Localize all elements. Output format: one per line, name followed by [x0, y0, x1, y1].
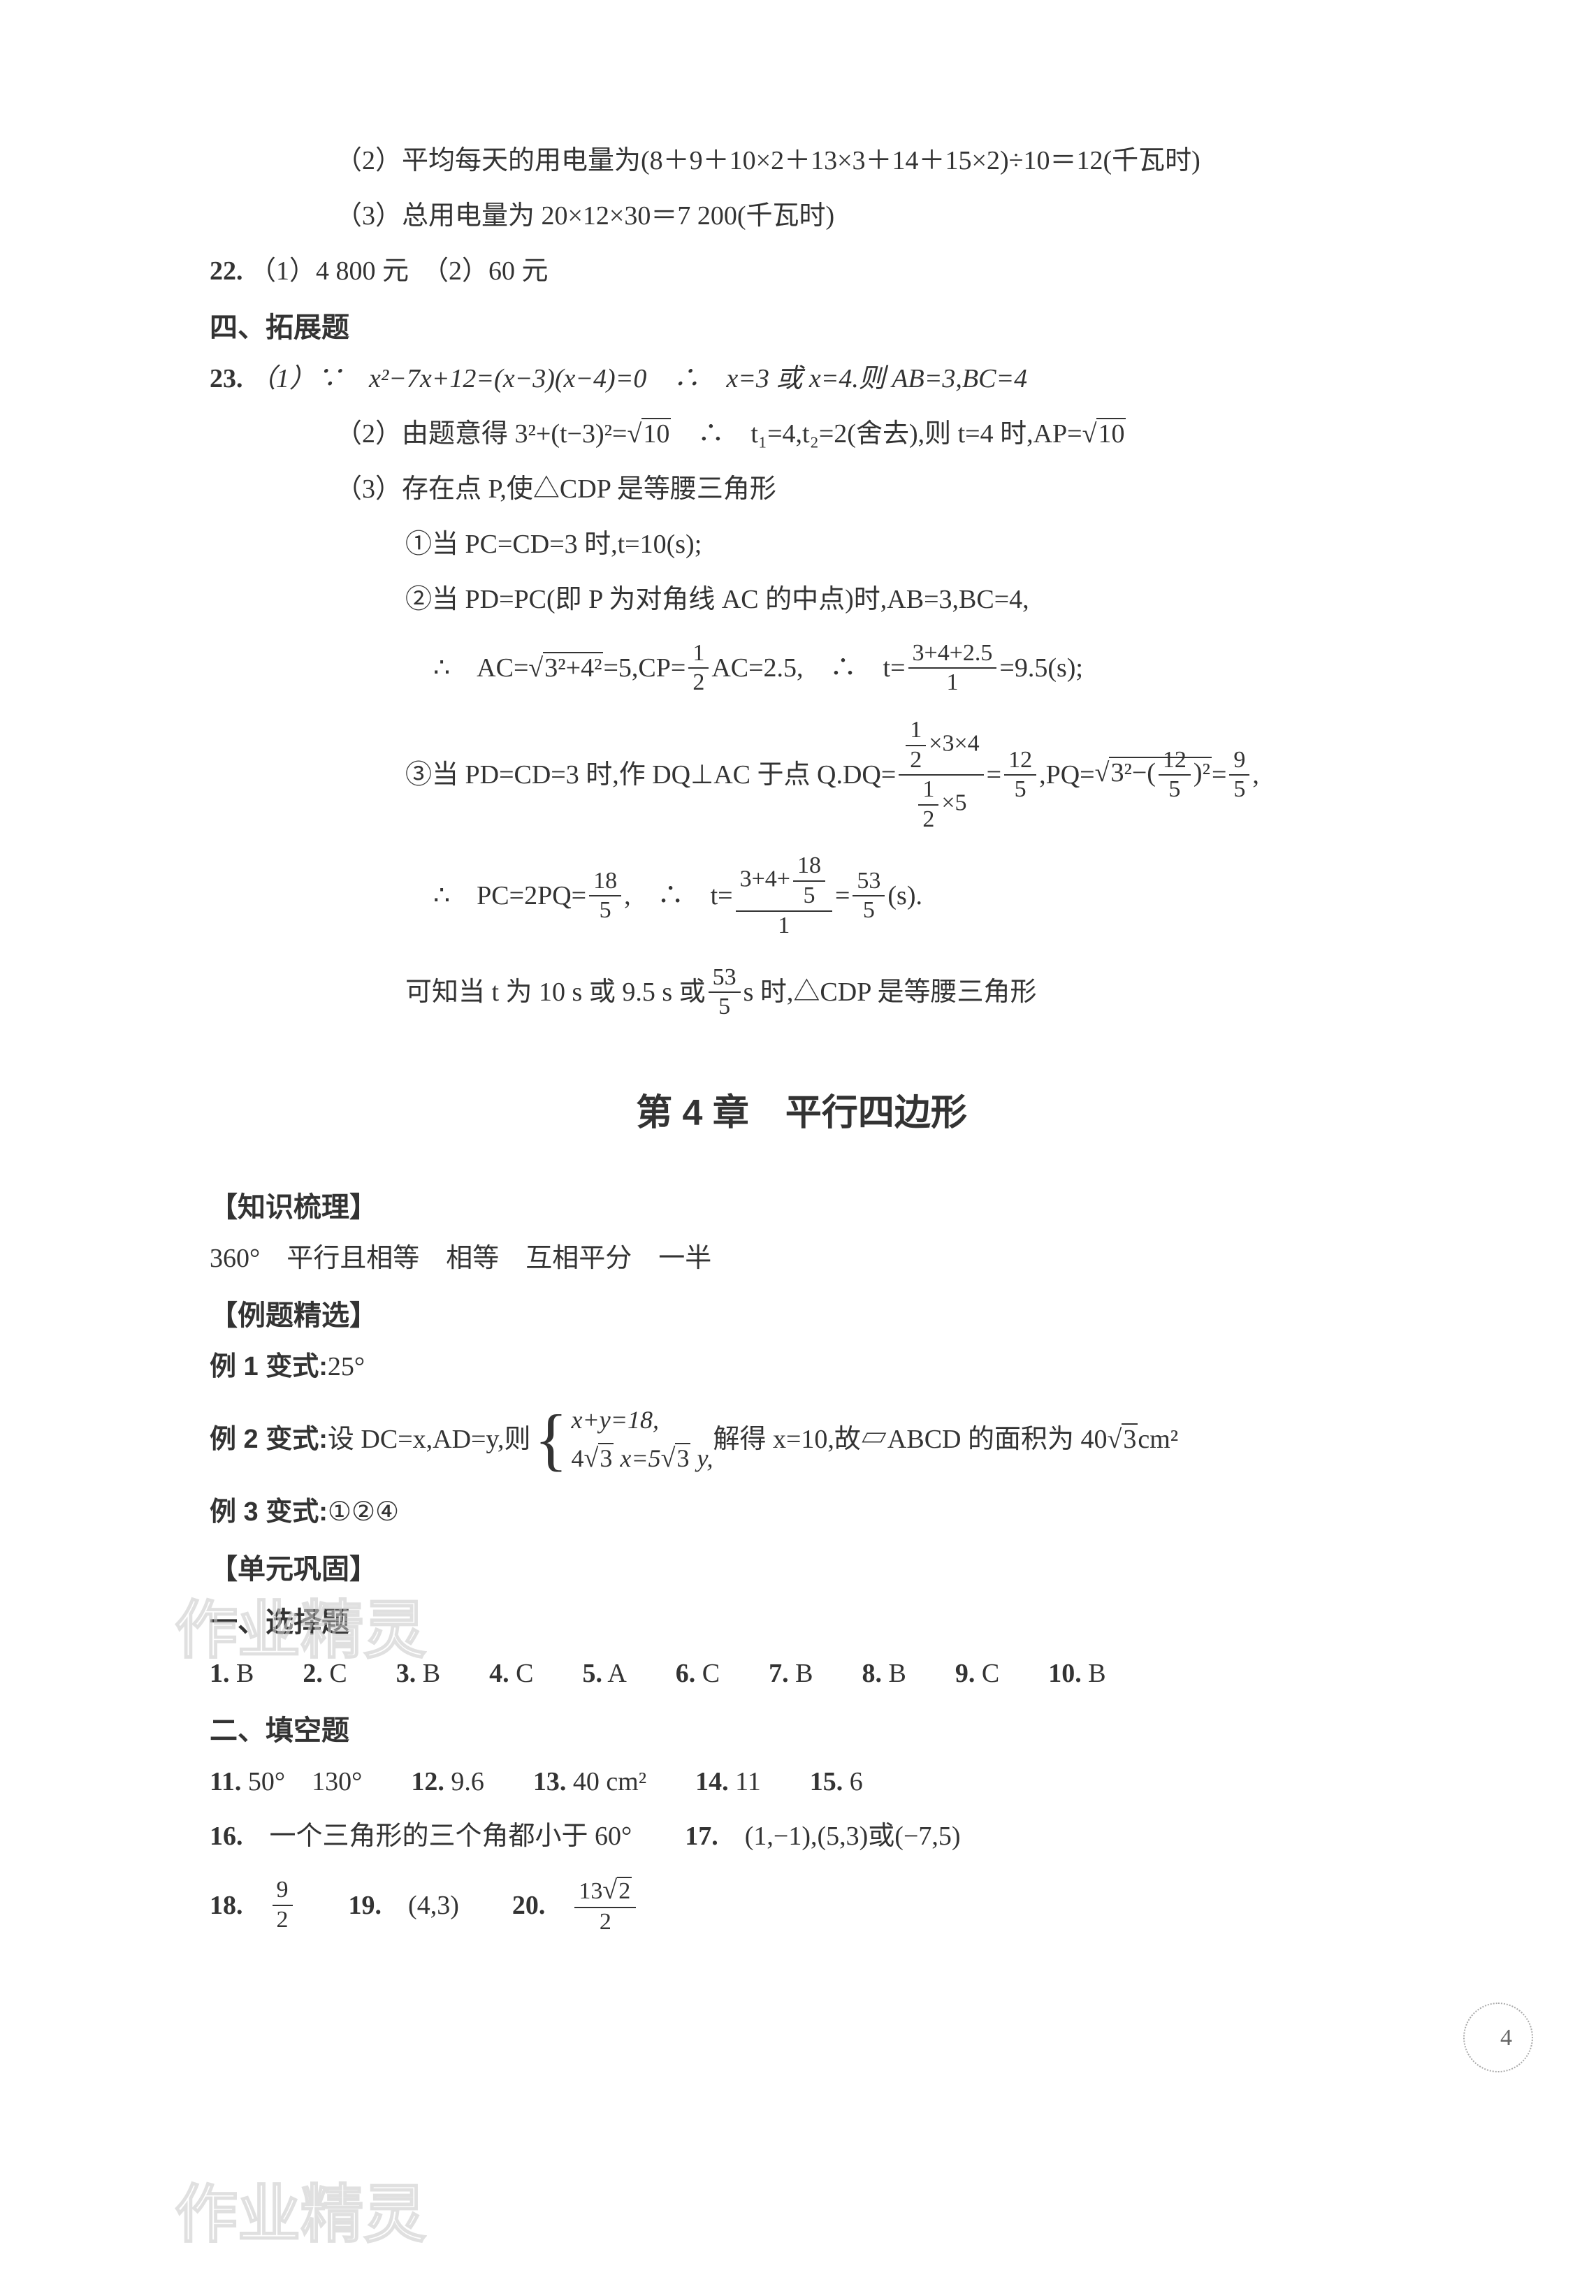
line-q3: （3）总用电量为 20×12×30＝7 200(千瓦时) — [210, 195, 1393, 238]
mc-item: 9. C — [955, 1652, 999, 1695]
fb-item: 11. 50° 130° — [210, 1761, 362, 1803]
q23-3-5: 可知当 t 为 10 s 或 9.5 s 或535 s 时,△CDP 是等腰三角… — [210, 957, 1393, 1027]
fb-row3: 18. 92 19. (4,3) 20. 1322 — [210, 1870, 1393, 1940]
mc-item: 6. C — [676, 1652, 720, 1695]
q22: 22. （1）4 800 元 （2）60 元 — [210, 250, 1393, 293]
knowledge-text: 360° 平行且相等 相等 互相平分 一半 — [210, 1237, 1393, 1280]
mc-item: 8. B — [862, 1652, 906, 1695]
mc-item: 7. B — [769, 1652, 813, 1695]
fb-row2: 16. 一个三角形的三个角都小于 60° 17. (1,−1),(5,3)或(−… — [210, 1815, 1393, 1858]
mc-item: 10. B — [1048, 1652, 1105, 1695]
fb-row1: 11. 50° 130° 12. 9.6 13. 40 cm² 14. 11 15. 6 — [210, 1761, 1393, 1803]
fb-item: 14. 11 — [695, 1761, 761, 1803]
ex3: 例 3 变式:①②④ — [210, 1491, 1393, 1534]
sec-examples: 【例题精选】 — [210, 1293, 1393, 1333]
ex1: 例 1 变式:25° — [210, 1346, 1393, 1388]
fb-item: 15. 6 — [810, 1761, 863, 1803]
chapter-title: 第 4 章 平行四边形 — [210, 1083, 1393, 1135]
mc-item: 4. C — [489, 1652, 533, 1695]
page-number: 4 — [1500, 2025, 1512, 2051]
line-q2: （2）平均每天的用电量为(8＋9＋10×2＋13×3＋14＋15×2)÷10＝1… — [210, 140, 1393, 182]
page-circle — [1463, 2003, 1533, 2072]
mc-item: 5. A — [582, 1652, 626, 1695]
q23-1: 23. （1）∵ x²−7x+12=(x−3)(x−4)=0 ∴ x=3 或 x… — [210, 358, 1393, 400]
ex2: 例 2 变式:设 DC=x,AD=y,则{x+y=18,43 x=53 y,解得… — [210, 1401, 1393, 1478]
q23-3-3: ③当 PD=CD=3 时,作 DQ⊥AC 于点 Q.DQ=12×3×412×5=… — [210, 715, 1393, 834]
fb-item: 12. 9.6 — [411, 1761, 484, 1803]
fb-item: 13. 40 cm² — [533, 1761, 646, 1803]
q23-2: （2）由题意得 3²+(t−3)²=10 ∴ t₁=4,t₂=2(舍去),则 t… — [210, 413, 1393, 456]
section-4-header: 四、拓展题 — [210, 305, 1393, 345]
watermark-2: 作业精灵 — [175, 2163, 426, 2254]
q23-3-2b: ∴ AC=3²+4²=5,CP=12AC=2.5, ∴ t=3+4+2.51=9… — [210, 633, 1393, 703]
q23-3-4: ∴ PC=2PQ=185, ∴ t=3+4+1851=535(s). — [210, 847, 1393, 945]
watermark-1: 作业精灵 — [175, 1579, 426, 1670]
sec-knowledge: 【知识梳理】 — [210, 1184, 1393, 1225]
q23-3-1: ①当 PC=CD=3 时,t=10(s); — [210, 523, 1393, 566]
q23-3-2: ②当 PD=PC(即 P 为对角线 AC 的中点)时,AB=3,BC=4, — [210, 579, 1393, 621]
sub-fill: 二、填空题 — [210, 1708, 1393, 1748]
q23-3: （3）存在点 P,使△CDP 是等腰三角形 — [210, 468, 1393, 511]
